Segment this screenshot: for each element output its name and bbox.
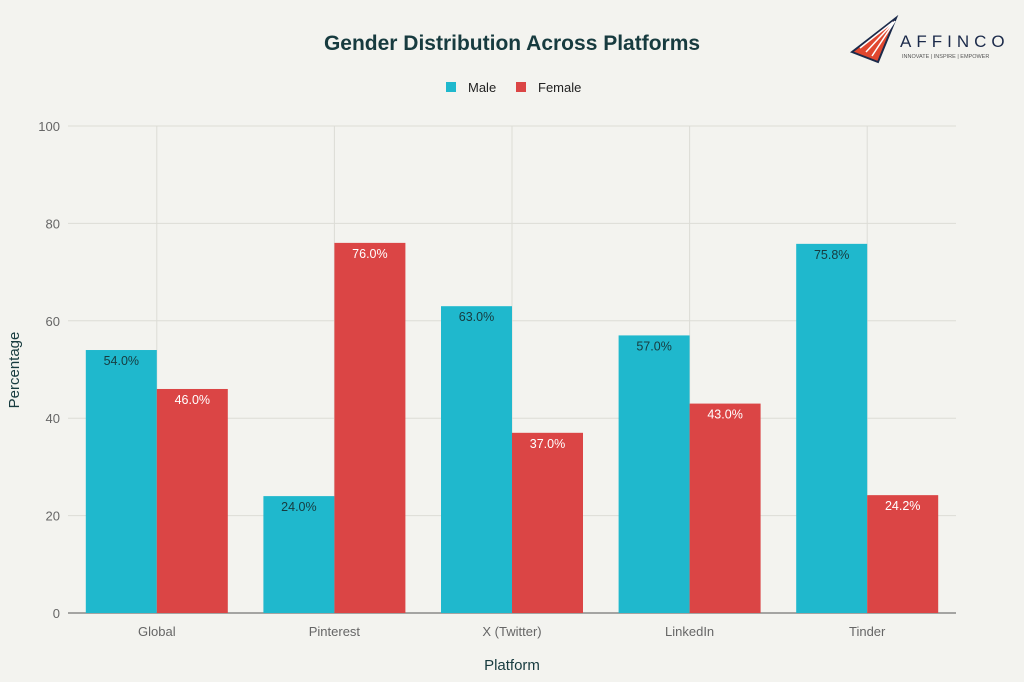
chart-title: Gender Distribution Across Platforms	[324, 32, 700, 55]
data-label: 37.0%	[530, 437, 565, 451]
x-tick-label: LinkedIn	[665, 624, 714, 639]
affinco-logo: AFFINCO INNOVATE | INSPIRE | EMPOWER	[849, 14, 1010, 64]
y-tick-label: 40	[46, 411, 60, 426]
y-tick-label: 0	[53, 606, 60, 621]
bar-male	[441, 306, 512, 613]
y-tick-label: 100	[38, 119, 60, 134]
legend-swatch-female	[516, 82, 526, 92]
x-tick-label: Global	[138, 624, 176, 639]
svg-text:AFFINCO: AFFINCO	[900, 32, 1010, 51]
legend-label: Male	[468, 80, 496, 95]
data-label: 24.0%	[281, 500, 316, 514]
bar-male	[618, 335, 690, 613]
bar-female	[512, 432, 583, 613]
svg-text:INNOVATE | INSPIRE | EMPOWER: INNOVATE | INSPIRE | EMPOWER	[902, 54, 989, 60]
bar-female	[156, 388, 228, 613]
data-label: 63.0%	[459, 310, 494, 324]
data-label: 24.2%	[885, 499, 920, 513]
legend: Male Female	[446, 80, 581, 95]
bar-male	[85, 350, 157, 613]
bar-female	[334, 242, 406, 613]
tick-labels: 0 20 40 60 80 100 Global Pinterest X (Twitter) Li…	[38, 119, 886, 639]
x-axis-label: Platform	[484, 657, 540, 674]
x-tick-label: Tinder	[849, 624, 886, 639]
bar-female	[689, 403, 761, 613]
y-tick-label: 20	[46, 509, 60, 524]
y-axis-label: Percentage	[6, 332, 23, 409]
x-tick-label: X (Twitter)	[482, 624, 541, 639]
bars: 54.0% 46.0% 24.0% 76.0% 63.0% 37.0% 57.0% 43.0%…	[85, 242, 939, 613]
data-label: 46.0%	[175, 393, 210, 407]
bar-female	[867, 495, 939, 613]
x-tick-label: Pinterest	[309, 624, 361, 639]
y-tick-label: 80	[46, 216, 60, 231]
data-label: 57.0%	[636, 339, 671, 353]
legend-label: Female	[538, 80, 581, 95]
bar-male	[263, 496, 335, 613]
legend-swatch-male	[446, 82, 456, 92]
data-label: 75.8%	[814, 248, 849, 262]
data-label: 54.0%	[104, 354, 139, 368]
bar-male	[796, 243, 868, 613]
data-label: 76.0%	[352, 247, 387, 261]
data-label: 43.0%	[707, 408, 742, 422]
y-tick-label: 60	[46, 314, 60, 329]
